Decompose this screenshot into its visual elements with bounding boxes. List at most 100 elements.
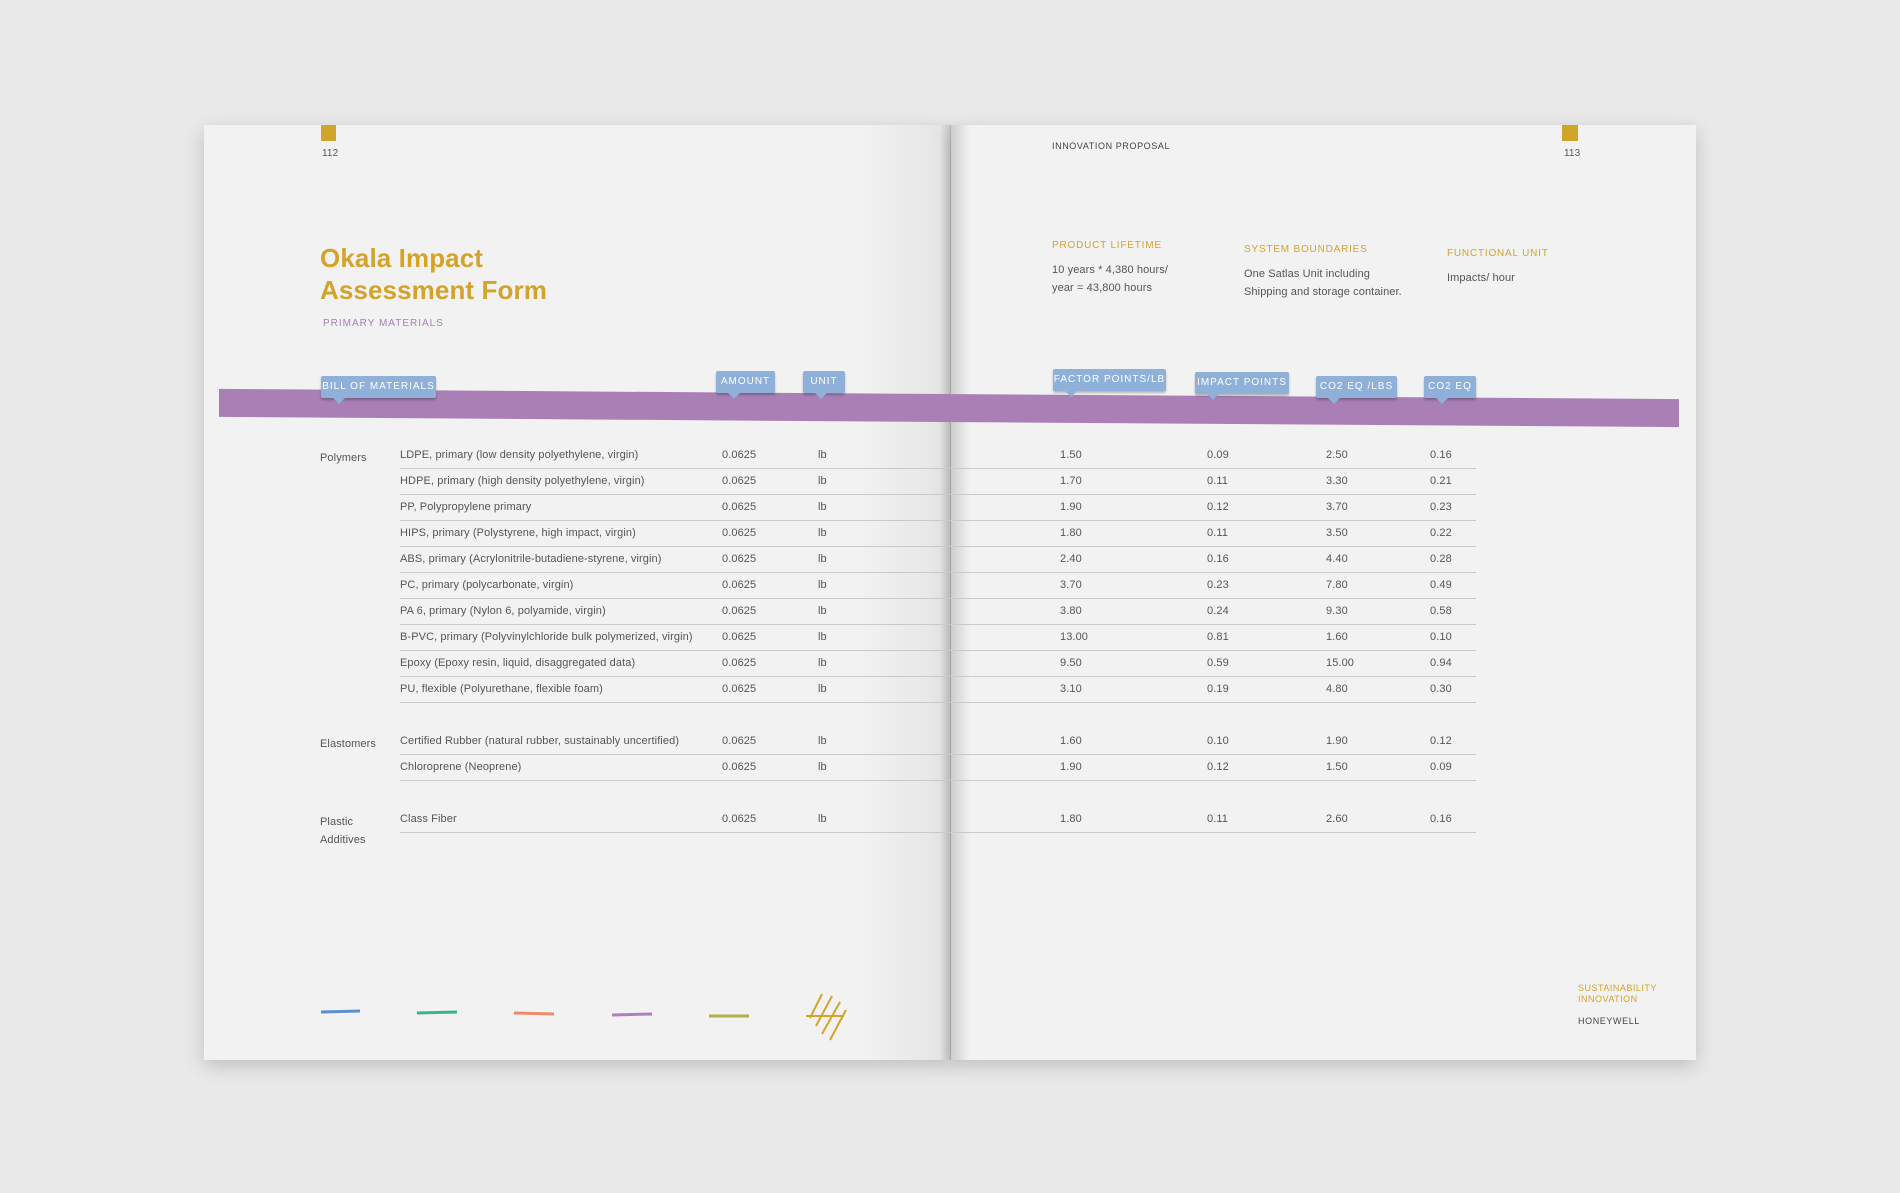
material-name: PU, flexible (Polyurethane, flexible foa… bbox=[400, 683, 603, 695]
cell-value: 9.30 bbox=[1326, 605, 1348, 617]
row-rule bbox=[400, 520, 1476, 521]
material-name: PP, Polypropylene primary bbox=[400, 501, 532, 513]
cell-value: lb bbox=[818, 579, 827, 591]
row-rule bbox=[400, 546, 1476, 547]
cell-value: lb bbox=[818, 553, 827, 565]
cell-value: 7.80 bbox=[1326, 579, 1348, 591]
left-page bbox=[204, 125, 950, 1060]
cell-value: 0.30 bbox=[1430, 683, 1452, 695]
cell-value: 0.0625 bbox=[722, 657, 757, 669]
cell-value: 1.80 bbox=[1060, 813, 1082, 825]
row-rule bbox=[400, 832, 1476, 833]
cell-value: 2.40 bbox=[1060, 553, 1082, 565]
row-rule bbox=[400, 494, 1476, 495]
right-page bbox=[951, 125, 1696, 1060]
page-number: 112 bbox=[322, 148, 339, 159]
cell-value: 3.10 bbox=[1060, 683, 1082, 695]
cell-value: 0.49 bbox=[1430, 579, 1452, 591]
cell-value: lb bbox=[818, 657, 827, 669]
cell-value: 0.0625 bbox=[722, 527, 757, 539]
cell-value: lb bbox=[818, 449, 827, 461]
cell-value: lb bbox=[818, 735, 827, 747]
cell-value: 0.0625 bbox=[722, 475, 757, 487]
cell-value: lb bbox=[818, 475, 827, 487]
cell-value: 1.90 bbox=[1060, 501, 1082, 513]
cell-value: lb bbox=[818, 683, 827, 695]
cell-value: 1.80 bbox=[1060, 527, 1082, 539]
cell-value: 0.19 bbox=[1207, 683, 1229, 695]
column-header: CO2 EQ /LBS bbox=[1316, 376, 1397, 404]
row-rule bbox=[400, 702, 1476, 703]
cell-value: 0.12 bbox=[1207, 501, 1229, 513]
cell-value: 3.30 bbox=[1326, 475, 1348, 487]
cell-value: 0.0625 bbox=[722, 813, 757, 825]
column-header: IMPACT POINTS bbox=[1195, 372, 1289, 400]
footer-lines bbox=[321, 1009, 749, 1018]
row-rule bbox=[400, 624, 1476, 625]
cell-value: 0.11 bbox=[1207, 475, 1228, 487]
material-name: Class Fiber bbox=[400, 813, 457, 825]
cell-value: 0.23 bbox=[1207, 579, 1229, 591]
material-name: B-PVC, primary (Polyvinylchloride bulk p… bbox=[400, 631, 693, 643]
cell-value: 0.0625 bbox=[722, 631, 757, 643]
cell-value: lb bbox=[818, 813, 827, 825]
cell-value: 0.23 bbox=[1430, 501, 1452, 513]
group-label: Elastomers bbox=[320, 738, 377, 750]
title: Assessment Form bbox=[320, 275, 547, 305]
info-text: Shipping and storage container. bbox=[1244, 286, 1402, 298]
cell-value: 3.50 bbox=[1326, 527, 1348, 539]
cell-value: 0.11 bbox=[1207, 813, 1228, 825]
column-header: BILL OF MATERIALS bbox=[321, 376, 436, 404]
footer-program: SUSTAINABILITY bbox=[1578, 983, 1657, 993]
cell-value: 0.81 bbox=[1207, 631, 1229, 643]
cell-value: 4.40 bbox=[1326, 553, 1348, 565]
row-rule bbox=[400, 676, 1476, 677]
info-label: SYSTEM BOUNDARIES bbox=[1244, 244, 1368, 255]
column-header: FACTOR POINTS/LB bbox=[1053, 369, 1166, 397]
cell-value: 0.0625 bbox=[722, 761, 757, 773]
cell-value: 1.90 bbox=[1326, 735, 1348, 747]
cell-value: 1.60 bbox=[1326, 631, 1348, 643]
material-name: Chloroprene (Neoprene) bbox=[400, 761, 522, 773]
footer-program: INNOVATION bbox=[1578, 994, 1638, 1004]
cell-value: 0.21 bbox=[1430, 475, 1452, 487]
cell-value: 3.70 bbox=[1060, 579, 1082, 591]
cell-value: lb bbox=[818, 761, 827, 773]
cell-value: 0.28 bbox=[1430, 553, 1452, 565]
cell-value: 0.0625 bbox=[722, 449, 757, 461]
gutter-shadow bbox=[860, 125, 1060, 1060]
cell-value: 0.10 bbox=[1430, 631, 1452, 643]
cell-value: 0.24 bbox=[1207, 605, 1229, 617]
subtitle: PRIMARY MATERIALS bbox=[323, 318, 444, 329]
cell-value: 15.00 bbox=[1326, 657, 1355, 669]
cell-value: 1.50 bbox=[1060, 449, 1082, 461]
page-number: 113 bbox=[1564, 148, 1581, 159]
material-name: Epoxy (Epoxy resin, liquid, disaggregate… bbox=[400, 657, 636, 669]
cell-value: 0.0625 bbox=[722, 553, 757, 565]
cell-value: 0.0625 bbox=[722, 579, 757, 591]
cell-value: 1.70 bbox=[1060, 475, 1082, 487]
column-header: CO2 EQ bbox=[1424, 376, 1476, 404]
row-rule bbox=[400, 468, 1476, 469]
material-name: PC, primary (polycarbonate, virgin) bbox=[400, 579, 574, 591]
row-rule bbox=[400, 598, 1476, 599]
info-text: Impacts/ hour bbox=[1447, 272, 1515, 284]
cell-value: 0.09 bbox=[1207, 449, 1229, 461]
row-rule bbox=[400, 572, 1476, 573]
cell-value: 0.0625 bbox=[722, 605, 757, 617]
cell-value: lb bbox=[818, 527, 827, 539]
cell-value: 13.00 bbox=[1060, 631, 1089, 643]
logo bbox=[806, 993, 847, 1041]
cell-value: 1.50 bbox=[1326, 761, 1348, 773]
cell-value: lb bbox=[818, 631, 827, 643]
info-text: year = 43,800 hours bbox=[1052, 282, 1153, 294]
group-label: Plastic Additives bbox=[320, 816, 366, 846]
title: Okala Impact bbox=[320, 243, 484, 273]
cell-value: 0.59 bbox=[1207, 657, 1229, 669]
footer-company: HONEYWELL bbox=[1578, 1016, 1640, 1026]
material-name: ABS, primary (Acrylonitrile-butadiene-st… bbox=[400, 553, 662, 565]
cell-value: lb bbox=[818, 501, 827, 513]
page-tab bbox=[321, 125, 336, 141]
column-header: AMOUNT bbox=[716, 371, 775, 399]
cell-value: 0.0625 bbox=[722, 683, 757, 695]
